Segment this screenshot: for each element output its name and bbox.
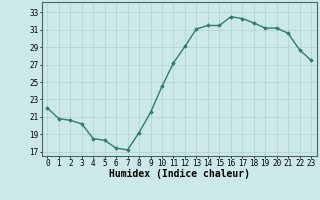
X-axis label: Humidex (Indice chaleur): Humidex (Indice chaleur): [109, 169, 250, 179]
